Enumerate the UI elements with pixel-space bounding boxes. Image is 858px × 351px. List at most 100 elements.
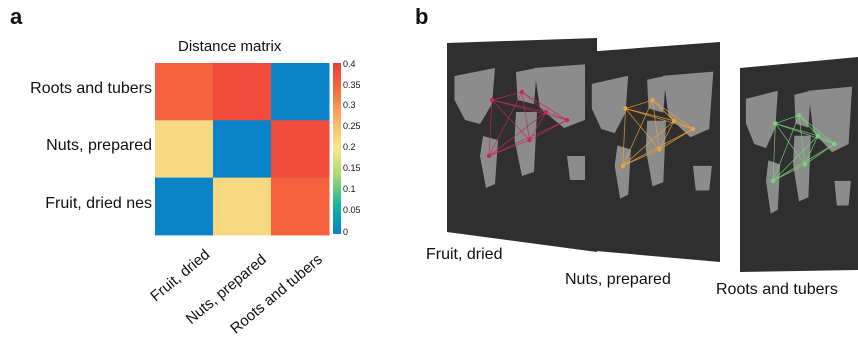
map-caption-fruit-dried: Fruit, dried [426, 246, 503, 263]
continent-shape [591, 75, 629, 134]
continent-shape [834, 180, 851, 206]
panel-b-label: b [415, 4, 429, 29]
trade-link [658, 120, 675, 150]
trade-link [798, 115, 806, 165]
world-map-panel [585, 42, 720, 262]
trade-link [521, 91, 530, 141]
trade-link [622, 100, 653, 167]
continent-shape [693, 165, 712, 191]
continent-shape [793, 135, 811, 202]
continent-shape [516, 68, 537, 104]
continent-shape [614, 145, 631, 199]
trade-link [804, 135, 819, 165]
colorbar-tick: 0.25 [343, 121, 361, 131]
continent-shape [745, 90, 778, 149]
trade-node [527, 137, 532, 143]
trade-link [772, 135, 819, 182]
trade-link [622, 120, 675, 167]
trade-node [650, 98, 655, 103]
trade-node [489, 97, 495, 103]
continent-shape [766, 160, 781, 214]
trade-link [772, 115, 800, 182]
trade-link [625, 108, 694, 130]
trade-link [488, 139, 530, 157]
heatmap-cell [155, 63, 214, 121]
trade-link [491, 99, 568, 121]
colorbar-tick: 0 [343, 227, 349, 237]
row-label-nuts-prepared: Nuts, prepared [46, 137, 152, 154]
heatmap-cell [271, 177, 330, 236]
trade-link [652, 100, 675, 122]
continent-shape [645, 120, 666, 187]
trade-link [488, 91, 523, 157]
trade-link [529, 119, 568, 141]
trade-node [657, 147, 662, 152]
map-caption-roots-and-tubers: Roots and tubers [716, 281, 838, 298]
continent-shape [794, 90, 811, 128]
heatmap-grid [155, 63, 330, 236]
colorbar [333, 63, 341, 234]
trade-node [770, 178, 776, 184]
continent-shape [647, 75, 666, 113]
continent-shape [480, 136, 498, 188]
trade-node [564, 117, 570, 123]
trade-node [802, 162, 808, 167]
continent-shape [514, 112, 537, 176]
trade-link [488, 99, 493, 157]
trade-link [652, 100, 660, 150]
heatmap-cell [155, 177, 214, 236]
row-label-fruit-dried-nes: Fruit, dried nes [45, 195, 152, 212]
trade-link [491, 91, 523, 101]
colorbar-tick: 0.35 [343, 80, 361, 90]
row-label-roots-and-tubers: Roots and tubers [30, 80, 152, 97]
trade-node [690, 126, 696, 132]
trade-link [659, 128, 694, 150]
trade-link [521, 91, 568, 121]
trade-link [488, 111, 547, 157]
trade-link [625, 99, 653, 109]
world-map-panel [447, 38, 597, 252]
trade-link [772, 123, 776, 181]
heatmap-cell [155, 120, 214, 179]
trade-link [804, 143, 835, 165]
colorbar-tick: 0.4 [343, 59, 356, 69]
heatmap-cell [213, 120, 272, 179]
trade-link [625, 108, 660, 150]
colorbar-tick: 0.3 [343, 100, 356, 110]
heatmap-title: Distance matrix [178, 38, 282, 55]
trade-link [775, 123, 806, 165]
heatmap-cell [271, 63, 330, 121]
trade-link [529, 111, 547, 141]
heatmap-cell [213, 63, 272, 121]
trade-link [622, 149, 660, 167]
trade-link [798, 115, 819, 137]
trade-node [773, 121, 778, 126]
colorbar-tick: 0.15 [343, 163, 361, 173]
map-stack [447, 38, 858, 272]
trade-link [775, 114, 800, 124]
trade-link [622, 108, 626, 166]
panel-a-label: a [10, 4, 23, 29]
trade-link [772, 164, 806, 182]
heatmap-cell [271, 120, 330, 179]
trade-link [798, 114, 835, 145]
trade-node [486, 153, 492, 159]
trade-node [543, 109, 549, 115]
trade-link [521, 91, 547, 113]
colorbar-tick: 0.05 [343, 205, 361, 215]
world-map-panel [740, 57, 858, 272]
continent-shape [454, 68, 495, 124]
trade-node [620, 163, 625, 169]
trade-link [491, 99, 530, 141]
trade-link [652, 99, 694, 130]
trade-node [519, 89, 525, 95]
heatmap-cell [213, 177, 272, 236]
continent-shape [567, 156, 588, 180]
colorbar-tick: 0.2 [343, 142, 356, 152]
trade-node [671, 118, 677, 124]
trade-node [832, 141, 837, 147]
colorbar-tick: 0.1 [343, 184, 356, 194]
trade-node [623, 106, 628, 111]
trade-node [815, 133, 821, 138]
